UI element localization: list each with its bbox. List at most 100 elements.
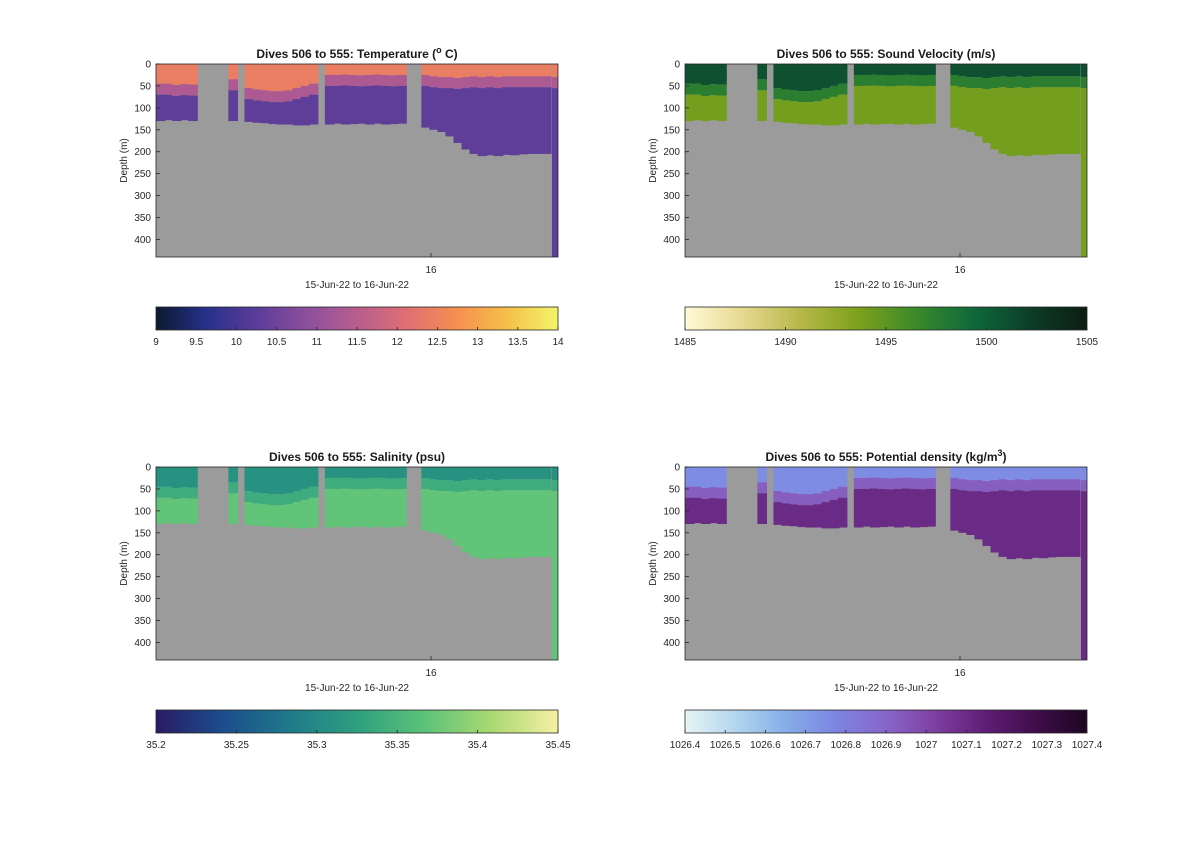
- profile-transition-18: [324, 477, 335, 489]
- profile-transition-45: [551, 77, 558, 89]
- y-tick-label: 200: [663, 550, 680, 561]
- profile-upper-11: [797, 64, 808, 92]
- profile-transition-18: [324, 74, 335, 86]
- profile-transition-30: [958, 76, 969, 88]
- profile-lower-23: [365, 488, 375, 528]
- profile-lower-33: [453, 492, 464, 546]
- profile-upper-1: [164, 64, 174, 84]
- profile-lower-9: [252, 503, 263, 526]
- profile-transition-29: [421, 477, 431, 489]
- profile-lower-20: [869, 85, 880, 125]
- y-axis-label: Depth (m): [119, 138, 130, 182]
- profile-lower-1: [693, 497, 703, 524]
- colorbar-tick-label: 13.5: [508, 337, 528, 348]
- profile-upper-8: [244, 64, 255, 89]
- profile-lower-20: [340, 85, 351, 125]
- profile-lower-1: [164, 94, 174, 121]
- profile-upper-21: [348, 64, 359, 75]
- profile-upper-0: [685, 64, 695, 84]
- profile-upper-4: [717, 467, 727, 488]
- profile-upper-14: [821, 64, 832, 89]
- profile-transition-1: [164, 83, 174, 95]
- profile-upper-21: [877, 64, 888, 75]
- profile-upper-43: [1062, 64, 1073, 77]
- profile-upper-8: [244, 467, 255, 492]
- profile-lower-15: [829, 96, 840, 126]
- colorbar: [155, 306, 559, 331]
- profile-lower-4: [717, 498, 727, 525]
- profile-lower-38: [1022, 88, 1033, 157]
- profile-lower-15: [829, 499, 840, 529]
- profile-lower-16: [837, 94, 848, 125]
- y-tick-label: 400: [134, 235, 151, 246]
- profile-upper-37: [1014, 64, 1025, 77]
- profile-transition-32: [445, 480, 456, 492]
- profile-upper-11: [268, 467, 279, 495]
- profile-upper-22: [357, 64, 367, 76]
- profile-transition-44: [1070, 479, 1081, 491]
- profile-upper-25: [381, 64, 391, 75]
- profile-upper-8: [773, 64, 784, 89]
- profile-transition-27: [397, 477, 407, 489]
- profile-lower-43: [1062, 490, 1073, 557]
- profile-transition-20: [869, 477, 880, 489]
- profile-upper-27: [926, 64, 936, 75]
- profile-lower-44: [541, 490, 552, 557]
- profile-upper-26: [918, 467, 928, 479]
- y-tick-label: 250: [134, 169, 151, 180]
- profile-upper-40: [1038, 467, 1049, 480]
- profile-upper-23: [894, 467, 904, 478]
- profile-lower-39: [1030, 87, 1041, 155]
- colorbar-tick-label: 1485: [674, 337, 697, 348]
- y-tick-label: 350: [663, 213, 680, 224]
- profile-transition-36: [477, 77, 488, 89]
- profile-transition-43: [533, 76, 544, 88]
- profile-lower-2: [172, 499, 182, 525]
- profile-upper-12: [276, 64, 287, 92]
- profile-transition-25: [910, 477, 920, 489]
- profile-upper-23: [894, 64, 904, 75]
- colorbar-tick-label: 35.25: [224, 740, 249, 751]
- profile-upper-34: [990, 467, 1001, 481]
- profile-lower-25: [910, 85, 920, 125]
- profile-transition-38: [493, 77, 504, 89]
- profile-upper-19: [332, 64, 343, 75]
- profile-transition-2: [172, 488, 182, 500]
- y-tick-label: 350: [134, 213, 151, 224]
- profile-upper-13: [813, 64, 824, 91]
- profile-lower-8: [773, 502, 784, 525]
- profile-lower-10: [260, 101, 271, 124]
- profile-upper-41: [1046, 64, 1057, 77]
- profile-transition-0: [685, 486, 695, 498]
- profile-upper-12: [276, 467, 287, 495]
- panel-4: Dives 506 to 555: Potential density (kg/…: [648, 448, 1103, 751]
- profile-upper-22: [886, 64, 896, 76]
- profile-upper-43: [533, 64, 544, 77]
- profile-transition-33: [453, 481, 464, 493]
- profile-transition-14: [821, 88, 832, 100]
- profile-transition-16: [308, 486, 319, 498]
- profile-upper-2: [172, 467, 182, 489]
- profile-lower-9: [781, 503, 792, 526]
- profile-transition-30: [429, 76, 440, 88]
- profile-upper-32: [974, 64, 985, 78]
- profile-upper-20: [340, 467, 351, 478]
- panel-3: Dives 506 to 555: Salinity (psu) 0 50 100 15…: [119, 450, 571, 751]
- profile-upper-42: [1054, 467, 1065, 480]
- profile-lower-41: [517, 490, 528, 558]
- profile-lower-33: [982, 89, 993, 143]
- profile-upper-9: [252, 467, 263, 493]
- profile-lower-41: [1046, 490, 1057, 558]
- profile-transition-13: [813, 493, 824, 505]
- profile-lower-21: [877, 85, 888, 125]
- profile-upper-2: [701, 64, 711, 86]
- profile-upper-12: [805, 467, 816, 495]
- profile-transition-19: [861, 477, 872, 489]
- profile-transition-42: [525, 76, 536, 88]
- profile-lower-3: [180, 95, 190, 121]
- profile-upper-35: [469, 467, 480, 480]
- profile-transition-23: [894, 74, 904, 86]
- profile-transition-23: [365, 477, 375, 489]
- profile-lower-36: [1006, 88, 1017, 157]
